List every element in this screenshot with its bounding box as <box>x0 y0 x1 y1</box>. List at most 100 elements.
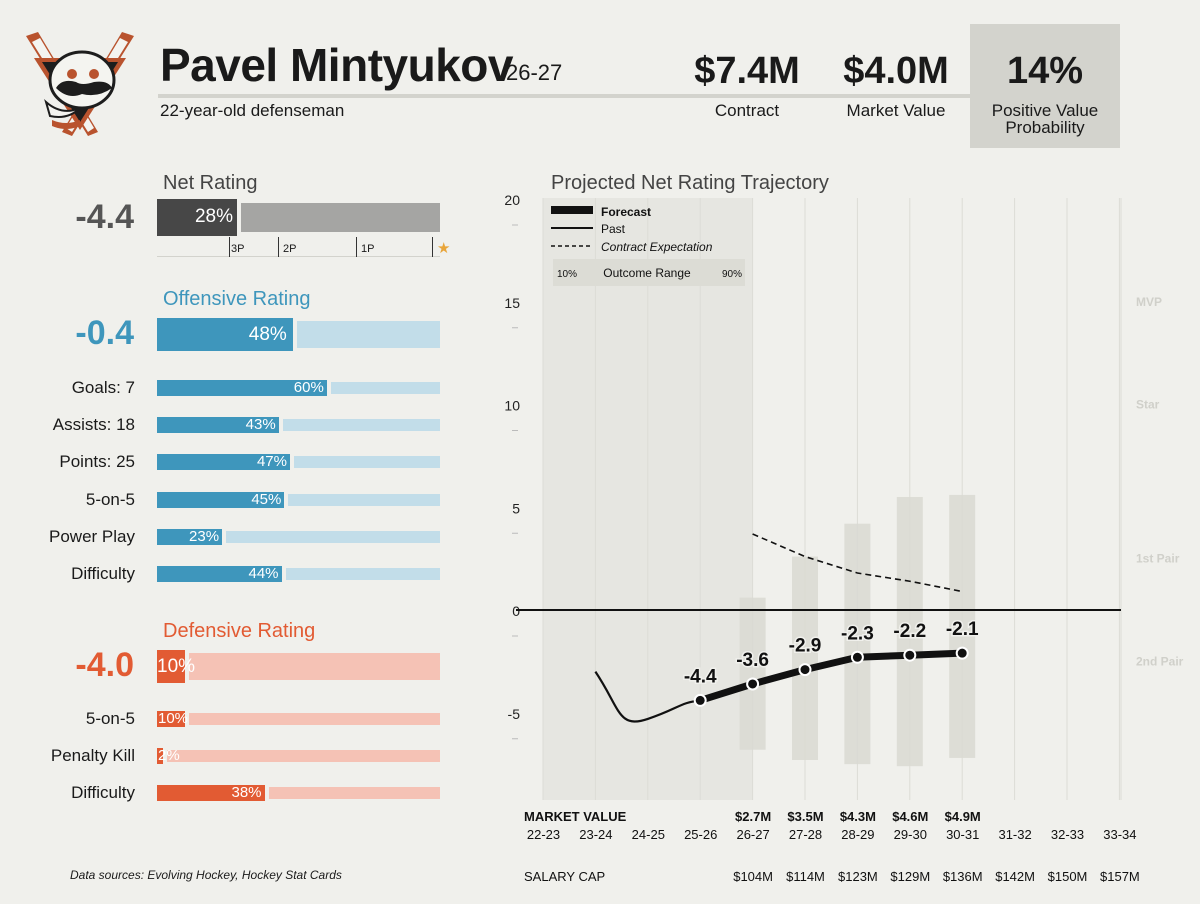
contract-label: Contract <box>714 101 780 120</box>
defense-row-track <box>166 750 440 762</box>
team-logo-icon <box>26 32 134 136</box>
tier-label: 1st Pair <box>1136 552 1180 566</box>
contract-value: $7.4M <box>694 50 800 92</box>
salary-cap-label: $136M <box>943 869 983 884</box>
legend-forecast-label: Forecast <box>601 205 651 219</box>
defensive-rating-title: Defensive Rating <box>163 620 316 642</box>
offense-row-percentile: 43% <box>245 416 276 434</box>
tier-label-2p: 2P <box>283 243 297 255</box>
y-tick-label: 10 <box>504 398 520 414</box>
forecast-value-label: -2.3 <box>841 623 874 644</box>
forecast-point <box>746 677 760 691</box>
forecast-point <box>903 648 917 662</box>
defense-row-percentile: 2% <box>158 747 180 764</box>
contract-expectation-line <box>752 533 963 593</box>
offense-row-percentile: 47% <box>256 453 287 471</box>
net-rating-title: Net Rating <box>163 172 258 194</box>
defense-row-percentile: 10% <box>158 710 189 727</box>
forecast-point <box>693 693 707 707</box>
legend-contract-label: Contract Expectation <box>601 240 713 254</box>
salary-cap-label: $142M <box>995 869 1035 884</box>
legend-range-swatch <box>553 259 745 286</box>
positive-value-box <box>970 24 1120 148</box>
outcome-range-bar <box>949 494 976 758</box>
offense-row-bar <box>157 528 223 545</box>
past-line <box>594 671 701 723</box>
tier-tick-1p <box>356 237 357 257</box>
player-name: Pavel Mintyukov <box>160 39 513 91</box>
market-value-label: $4.6M <box>892 809 928 824</box>
offense-row-track <box>285 568 440 580</box>
offense-row-bar <box>157 491 285 508</box>
salary-cap-label: $123M <box>838 869 878 884</box>
tier-label: 2nd Pair <box>1136 654 1184 668</box>
legend-past-label: Past <box>601 222 626 236</box>
y-tick-label: 20 <box>504 192 520 208</box>
offense-row-bar <box>157 417 279 434</box>
header-divider <box>158 94 970 98</box>
legend-range-high: 90% <box>722 269 742 280</box>
market-value-label: $2.7M <box>735 809 771 824</box>
market-value-label: $3.5M <box>787 809 823 824</box>
data-sources: Data sources: Evolving Hockey, Hockey St… <box>70 868 342 882</box>
forecast-point <box>850 650 864 664</box>
season-tick-label: 22-23 <box>527 827 560 842</box>
defense-row-label: Difficulty <box>71 783 135 802</box>
offense-main-track <box>296 321 440 348</box>
forecast-value-label: -4.4 <box>684 666 717 687</box>
legend-forecast-swatch <box>551 206 593 214</box>
forecast-point <box>798 663 812 677</box>
forecast-value-label: -2.1 <box>946 619 979 640</box>
y-tick-label: 15 <box>504 295 520 311</box>
season-tick-label: 23-24 <box>579 827 612 842</box>
market-value-label: $4.3M <box>840 809 876 824</box>
offense-row-track <box>294 456 440 469</box>
player-subtitle: 22-year-old defenseman <box>160 101 345 120</box>
season-tick-label: 26-27 <box>736 827 769 842</box>
y-tick-label: -5 <box>508 706 521 722</box>
net-rating-axis <box>157 256 440 257</box>
offense-row-bar <box>157 566 282 582</box>
season-tick-label: 32-33 <box>1051 827 1084 842</box>
salary-cap-label: $157M <box>1100 869 1140 884</box>
forecast-value-label: -2.9 <box>789 636 822 657</box>
market-value-label: $4.9M <box>945 809 981 824</box>
defense-main-track <box>189 653 440 680</box>
positive-value-probability: 14% <box>1006 50 1084 92</box>
offense-main-bar <box>157 318 293 351</box>
offense-row-track <box>288 493 440 506</box>
net-rating-value: -4.4 <box>75 198 134 236</box>
net-rating-bar <box>157 199 237 236</box>
net-rating-percentile: 28% <box>194 206 233 227</box>
offense-row-percentile: 23% <box>189 527 220 545</box>
y-tick-label: 5 <box>512 500 520 516</box>
tier-tick-3p <box>229 237 230 257</box>
offense-row-track <box>226 530 440 543</box>
defense-row-bar <box>157 748 163 764</box>
tier-tick-2p <box>278 237 279 257</box>
tier-label: MVP <box>1136 295 1162 309</box>
offense-row-label: Goals: 7 <box>71 378 135 397</box>
salary-cap-label: $150M <box>1048 869 1088 884</box>
net-rating-track <box>241 203 440 232</box>
outcome-range-bar <box>792 556 818 761</box>
season-tick-label: 25-26 <box>684 827 717 842</box>
offense-row-percentile: 45% <box>251 490 282 508</box>
market-value: $4.0M <box>843 50 949 92</box>
season-tick-label: 31-32 <box>998 827 1031 842</box>
outcome-range-bar <box>896 496 923 767</box>
positive-value-label-line1: Positive Value <box>991 101 1099 120</box>
legend-range-low: 10% <box>557 269 577 280</box>
offense-row-track <box>282 419 440 432</box>
season-tick-label: 30-31 <box>946 827 979 842</box>
defense-row-track <box>268 787 440 799</box>
offense-row-label: 5-on-5 <box>85 489 135 509</box>
offense-row-bar <box>157 454 290 471</box>
season-tick-label: 33-34 <box>1103 827 1136 842</box>
defense-row-percentile: 38% <box>231 784 262 801</box>
tier-label: Star <box>1136 398 1160 412</box>
tier-label-3p: 3P <box>231 243 245 255</box>
season-tick-label: 29-30 <box>894 827 927 842</box>
season-label: 26-27 <box>506 60 563 85</box>
